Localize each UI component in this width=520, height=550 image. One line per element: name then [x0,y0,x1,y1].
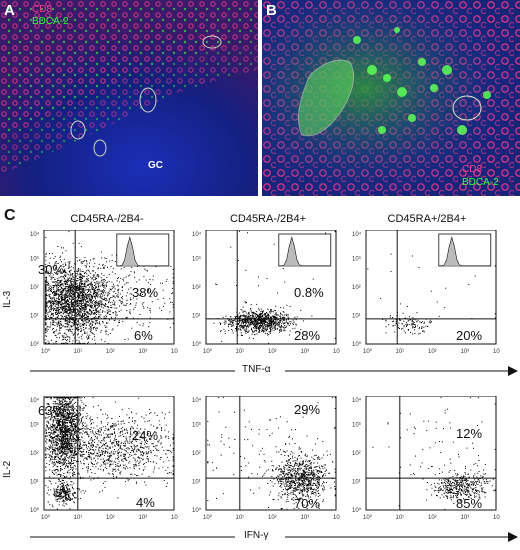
row1-col1-lower-right-pct: 6% [134,328,153,343]
svg-text:10⁰: 10⁰ [30,341,40,348]
flow-plot-row2-col1: 10⁰10¹10²10³10⁴10⁴10³10²10¹10⁰ [30,396,178,520]
panel-a-bdca2-label: BDCA-2 [32,16,69,27]
svg-text:10³: 10³ [301,349,310,354]
svg-text:10⁴: 10⁴ [171,348,178,354]
panel-a-image [0,0,258,196]
row2-col1-lower-right-pct: 4% [136,495,155,510]
flow-plot-row1-col3: 10⁰ 10¹ 10² 10³ 10⁴ 10⁴ 10³ 10² 10¹ 10⁰ [352,230,500,354]
column-title-2: CD45RA-/2B4+ [229,213,307,225]
panel-a-letter: A [4,2,15,19]
svg-text:10²: 10² [352,285,361,291]
row1-col1-upper-left-pct: 30% [38,262,65,277]
svg-text:10⁰: 10⁰ [363,348,373,354]
panel-b-letter: B [266,2,277,19]
svg-text:10³: 10³ [461,349,470,354]
svg-text:10¹: 10¹ [396,349,405,354]
row1-col2-upper-right-pct: 0.8% [294,285,324,300]
svg-text:10⁰: 10⁰ [41,348,51,354]
flow-plot-row1-col1: 10⁰ 10¹ 10² 10³ 10⁴ 10⁴ 10³ 10² 10¹ 10⁰ [30,230,178,354]
row2-x-axis-arrow [30,532,518,542]
panel-a-cd8-label: CD8 [32,4,53,15]
row2-col1-upper-left-pct: 63% [38,403,65,418]
column-title-1: CD45RA-/2B4- [70,213,144,225]
panel-b-micrograph: B CD8 BDCA-2 [262,0,520,196]
svg-text:10³: 10³ [192,257,201,263]
panel-a-micrograph: A CD8 BDCA-2 GC [0,0,258,196]
flow-plot-row2-col3: 10⁰10¹10²10³10⁴10⁴10³10²10¹10⁰ [352,396,500,520]
svg-text:10³: 10³ [352,257,361,263]
column-title-3: CD45RA+/2B4+ [387,213,467,225]
row2-col1-upper-right-pct: 24% [132,428,159,443]
panel-b-bdca2-label: BDCA-2 [462,177,499,188]
row1-col2-lower-right-pct: 28% [294,328,321,343]
svg-text:10¹: 10¹ [352,314,361,320]
row2-y-axis-label: IL-2 [2,460,13,478]
svg-text:10²: 10² [106,349,115,354]
svg-text:10²: 10² [268,349,277,354]
row2-col2-upper-right-pct: 29% [294,402,321,417]
flow-plot-row2-col2: 10⁰10¹10²10³10⁴10⁴10³10²10¹10⁰ [192,396,340,520]
svg-text:10¹: 10¹ [30,314,39,320]
svg-text:10⁴: 10⁴ [30,231,40,238]
svg-text:10³: 10³ [139,349,148,354]
row1-col3-lower-right-pct: 20% [456,328,483,343]
svg-text:10⁰: 10⁰ [352,341,362,348]
svg-text:10⁰: 10⁰ [192,341,202,348]
svg-text:10¹: 10¹ [74,349,83,354]
row2-x-axis-label: IFN-γ [244,530,269,541]
row1-col1-upper-right-pct: 38% [132,285,159,300]
panel-b-image [262,0,520,196]
row1-x-axis-label: TNF-α [242,364,271,375]
panel-b-cd8-label: CD8 [462,164,483,175]
svg-text:10²: 10² [30,285,39,291]
flow-plot-row1-col2: 10⁰ 10¹ 10² 10³ 10⁴ 10⁴ 10³ 10² 10¹ 10⁰ [192,230,340,354]
svg-text:10⁰: 10⁰ [203,348,213,354]
row2-col3-lower-right-pct: 85% [456,496,483,511]
svg-text:10⁴: 10⁴ [192,231,202,238]
panel-a-gc-label: GC [148,160,163,171]
svg-text:10⁴: 10⁴ [493,348,500,354]
row1-y-axis-label: IL-3 [2,290,13,308]
panel-c-letter: C [4,207,16,224]
row2-col2-lower-right-pct: 70% [294,496,321,511]
svg-text:10³: 10³ [30,257,39,263]
svg-text:10⁴: 10⁴ [333,348,340,354]
svg-text:10⁴: 10⁴ [352,231,362,238]
row2-col3-upper-right-pct: 12% [456,426,483,441]
svg-text:10²: 10² [192,285,201,291]
svg-text:10¹: 10¹ [236,349,245,354]
svg-text:10²: 10² [428,349,437,354]
svg-text:10¹: 10¹ [192,314,201,320]
row1-x-axis-arrow [30,366,518,376]
